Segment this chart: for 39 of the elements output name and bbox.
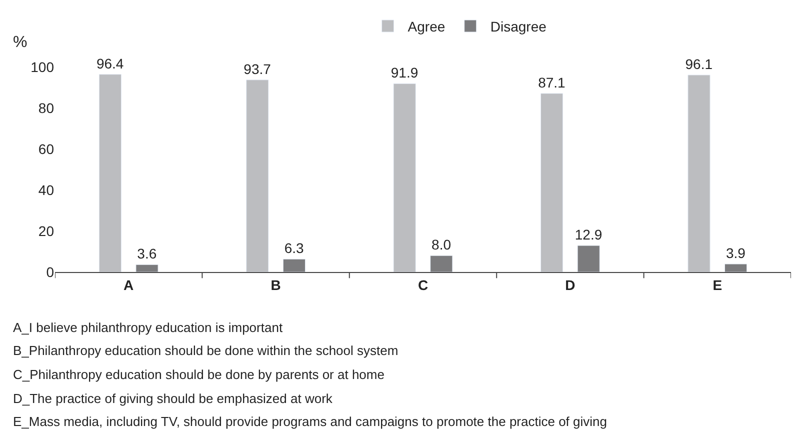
bar [540, 93, 564, 272]
text: 3.9 [726, 245, 746, 261]
text: 6.3 [284, 240, 304, 256]
bar [98, 74, 122, 272]
y-tick-label: 100 [30, 58, 54, 75]
bar [724, 264, 748, 272]
y-axis-title: % [13, 34, 28, 51]
bar [430, 255, 453, 272]
text: D_The practice of giving should be emphasized at work [13, 391, 333, 406]
x-tick-label: D [565, 276, 576, 293]
x-tick-label: E [712, 276, 722, 293]
bar [688, 74, 710, 272]
x-tick-label: C [418, 276, 428, 293]
legend-label: Disagree [490, 18, 547, 34]
bar [577, 245, 600, 272]
text: C_Philanthropy education should be done by parents or at home [13, 367, 384, 382]
legend-label: Agree [408, 18, 446, 34]
y-tick-label: 60 [38, 140, 54, 157]
text: 91.9 [390, 64, 418, 81]
x-tick-label: B [270, 276, 281, 293]
y-tick-label: 80 [38, 100, 54, 116]
bar [246, 80, 269, 272]
bar [393, 83, 416, 272]
bar [136, 264, 158, 272]
text: 93.7 [244, 60, 271, 77]
bar [282, 258, 306, 272]
x-tick-label: A [124, 276, 134, 293]
y-tick-label: 0 [46, 264, 54, 280]
text: 8.0 [432, 236, 452, 253]
text: E_Mass media, including TV, should provide programs and campaigns to promote the practice of giving [13, 414, 607, 429]
text: B_Philanthropy education should be done within the school system [13, 343, 398, 358]
text: 3.6 [137, 246, 157, 262]
text: 96.1 [685, 56, 713, 72]
y-tick-label: 40 [38, 182, 54, 198]
text: 87.1 [538, 74, 566, 90]
text: 96.4 [96, 55, 124, 72]
text: A_I believe philanthropy education is important [13, 320, 283, 335]
y-tick-label: 20 [38, 222, 54, 239]
text: 12.9 [574, 226, 602, 243]
